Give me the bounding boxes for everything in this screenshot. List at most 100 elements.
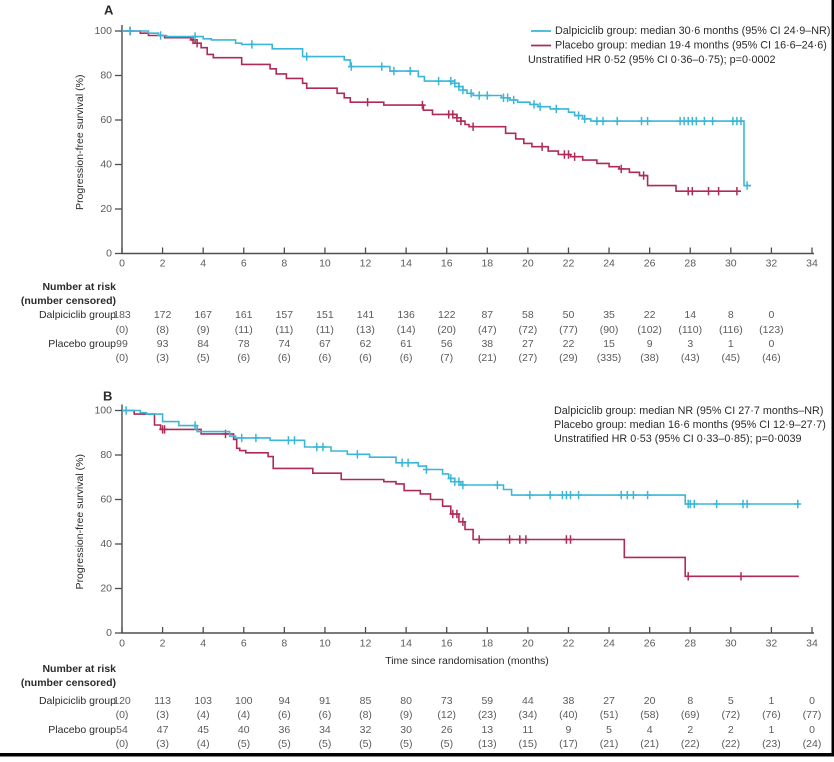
- risk-censored: (6): [359, 352, 372, 364]
- risk-censored: (335): [597, 352, 622, 364]
- risk-count: 74: [279, 338, 291, 350]
- risk-count: 20: [644, 695, 656, 707]
- x-tick-label: 0: [119, 258, 125, 270]
- risk-count: 183: [113, 309, 131, 321]
- curve-placebo-group: [122, 30, 741, 192]
- risk-count: 85: [360, 695, 372, 707]
- risk-censored: (90): [600, 324, 619, 336]
- x-tick-label: 30: [725, 638, 737, 650]
- risk-count: 9: [647, 338, 653, 350]
- risk-censored: (72): [721, 709, 740, 721]
- risk-censored: (123): [759, 324, 784, 336]
- risk-censored: (6): [400, 352, 413, 364]
- x-tick-label: 14: [400, 638, 412, 650]
- x-tick-label: 34: [806, 638, 818, 650]
- risk-censored: (23): [762, 738, 781, 750]
- risk-censored: (11): [316, 324, 334, 336]
- risk-count: 34: [319, 724, 331, 736]
- risk-count: 120: [113, 695, 131, 707]
- risk-count: 50: [563, 309, 575, 321]
- censor-marks-dalpiciclib-group: [122, 406, 802, 509]
- risk-censored: (20): [437, 324, 456, 336]
- x-tick-label: 4: [200, 258, 206, 270]
- risk-count: 113: [154, 695, 171, 707]
- risk-count: 47: [157, 724, 169, 736]
- risk-row-label-dalpiciclib-group: Dalpiciclib group: [39, 309, 116, 321]
- x-tick-label: 2: [160, 258, 166, 270]
- risk-censored: (27): [519, 352, 538, 364]
- risk-censored: (38): [640, 352, 659, 364]
- risk-count: 0: [809, 695, 815, 707]
- y-tick-label: 100: [94, 25, 112, 37]
- risk-censored: (34): [519, 709, 538, 721]
- risk-censored: (21): [640, 738, 659, 750]
- risk-count: 62: [360, 338, 372, 350]
- x-tick-label: 14: [400, 258, 412, 270]
- risk-count: 157: [276, 309, 294, 321]
- risk-count: 5: [606, 724, 612, 736]
- risk-censored: (4): [237, 709, 250, 721]
- y-tick-label: 40: [100, 538, 112, 550]
- risk-count: 15: [603, 338, 615, 350]
- figure-right-border: [831, 0, 834, 757]
- risk-row-label-placebo-group: Placebo group: [48, 338, 116, 350]
- risk-censored: (11): [235, 324, 253, 336]
- risk-count: 93: [157, 338, 169, 350]
- y-tick-label: 60: [100, 114, 112, 126]
- risk-count: 1: [768, 695, 774, 707]
- risk-count: 151: [316, 309, 334, 321]
- risk-censored: (40): [559, 709, 578, 721]
- x-tick-label: 20: [522, 638, 534, 650]
- risk-count: 54: [116, 724, 128, 736]
- risk-censored: (6): [237, 352, 250, 364]
- x-tick-label: 2: [160, 638, 166, 650]
- x-tick-label: 0: [119, 638, 125, 650]
- y-tick-label: 60: [100, 494, 112, 506]
- risk-count: 1: [768, 724, 774, 736]
- risk-count: 4: [647, 724, 653, 736]
- y-tick-label: 100: [94, 405, 112, 417]
- risk-count: 122: [438, 309, 456, 321]
- risk-censored: (5): [440, 738, 453, 750]
- risk-censored: (23): [478, 709, 497, 721]
- x-tick-label: 22: [563, 638, 575, 650]
- risk-censored: (13): [478, 738, 497, 750]
- risk-count: 99: [116, 338, 128, 350]
- risk-censored: (76): [762, 709, 781, 721]
- risk-row-label-placebo-group: Placebo group: [48, 724, 116, 736]
- y-tick-label: 80: [100, 70, 112, 82]
- risk-count: 27: [603, 695, 615, 707]
- risk-count: 56: [441, 338, 453, 350]
- risk-count: 103: [194, 695, 212, 707]
- risk-censored: (13): [356, 324, 375, 336]
- x-tick-label: 26: [644, 258, 656, 270]
- risk-censored: (0): [116, 324, 129, 336]
- risk-count: 38: [481, 338, 493, 350]
- y-axis-title: Progression-free survival (%): [74, 454, 86, 589]
- y-tick-label: 80: [100, 449, 112, 461]
- risk-count: 5: [728, 695, 734, 707]
- legend-item-dalpiciclib: Dalpiciclib group: median NR (95% CI 27·…: [554, 405, 823, 417]
- x-tick-label: 12: [360, 638, 372, 650]
- risk-censored: (12): [437, 709, 456, 721]
- risk-count: 27: [522, 338, 534, 350]
- risk-censored: (47): [478, 324, 497, 336]
- risk-censored: (6): [319, 709, 332, 721]
- risk-censored: (3): [156, 738, 169, 750]
- risk-censored: (4): [197, 709, 210, 721]
- risk-count: 87: [481, 309, 493, 321]
- risk-censored: (45): [721, 352, 740, 364]
- legend-item-placebo: Placebo group: median 19·4 months (95% C…: [555, 40, 827, 52]
- risk-count: 73: [441, 695, 453, 707]
- x-tick-label: 10: [319, 258, 331, 270]
- risk-count: 167: [194, 309, 212, 321]
- legend-item-placebo: Placebo group: median 16·6 months (95% C…: [554, 419, 826, 431]
- x-tick-label: 28: [684, 258, 696, 270]
- risk-row-label-dalpiciclib-group: Dalpiciclib group: [39, 695, 116, 707]
- risk-censored: (4): [197, 738, 210, 750]
- risk-censored: (46): [762, 352, 781, 364]
- risk-censored: (110): [678, 324, 702, 336]
- risk-censored: (14): [397, 324, 416, 336]
